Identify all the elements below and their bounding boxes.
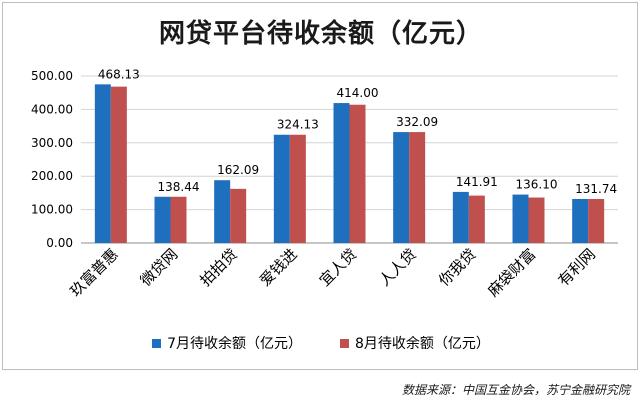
category-label: 玖富普惠 xyxy=(66,245,121,300)
data-label: 162.09 xyxy=(217,163,259,177)
legend-swatch-august xyxy=(340,338,349,348)
legend-swatch-july xyxy=(152,338,162,348)
chart-title: 网贷平台待收余额（亿元） xyxy=(158,19,483,49)
data-label: 414.00 xyxy=(337,86,379,100)
category-label: 有利网 xyxy=(554,245,599,290)
category-label: 宜人贷 xyxy=(316,245,361,290)
category-label: 拍拍贷 xyxy=(196,245,241,290)
bar-august xyxy=(110,86,127,243)
bar-july xyxy=(393,132,410,243)
bar-august xyxy=(349,104,366,243)
bar-august xyxy=(289,134,306,243)
legend-label-august: 8月待收余额（亿元） xyxy=(355,336,490,352)
bar-july xyxy=(512,194,529,243)
legend-item-august: 8月待收余额（亿元） xyxy=(340,333,490,353)
legend: 7月待收余额（亿元） 8月待收余额（亿元） xyxy=(3,333,639,353)
category-label: 麻袋财富 xyxy=(484,245,539,300)
bar-august xyxy=(409,132,426,243)
category-label: 爱钱进 xyxy=(256,245,301,290)
bar-july xyxy=(572,198,589,243)
category-label: 人人贷 xyxy=(375,245,420,290)
y-tick-label: 200.00 xyxy=(31,169,73,183)
y-tick-label: 300.00 xyxy=(31,136,73,150)
category-label: 你我贷 xyxy=(435,245,480,290)
bar-august xyxy=(468,195,485,243)
bar-july xyxy=(273,134,290,243)
bar-july xyxy=(214,180,231,243)
bar-july xyxy=(154,196,171,243)
y-tick-label: 0.00 xyxy=(46,236,73,250)
bar-july xyxy=(333,103,350,243)
chart-frame: 网贷平台待收余额（亿元） 0.00 100.00 200.00 300.00 400.0… xyxy=(2,2,638,370)
y-tick-label: 400.00 xyxy=(31,102,73,116)
data-label: 138.44 xyxy=(158,180,200,194)
data-label: 136.10 xyxy=(516,178,558,192)
data-label: 141.91 xyxy=(456,175,498,189)
data-label: 131.74 xyxy=(575,182,617,196)
y-tick-label: 100.00 xyxy=(31,203,73,217)
data-label: 324.13 xyxy=(277,118,319,132)
data-label: 468.13 xyxy=(98,67,140,81)
bar-july xyxy=(452,191,469,243)
y-tick-label: 500.00 xyxy=(31,69,73,83)
bar-chart: 0.00 100.00 200.00 300.00 400.00 500.00 468.13… xyxy=(31,67,618,300)
legend-label-july: 7月待收余额（亿元） xyxy=(167,336,302,352)
bar-july xyxy=(94,84,111,243)
category-label: 微贷网 xyxy=(137,245,182,290)
legend-item-july: 7月待收余额（亿元） xyxy=(152,333,302,353)
bar-august xyxy=(588,198,605,243)
bar-august xyxy=(528,197,545,243)
source-note: 数据来源：中国互金协会，苏宁金融研究院 xyxy=(401,383,630,397)
bar-august xyxy=(230,188,247,243)
data-label: 332.09 xyxy=(396,115,438,129)
bar-august xyxy=(170,196,187,243)
